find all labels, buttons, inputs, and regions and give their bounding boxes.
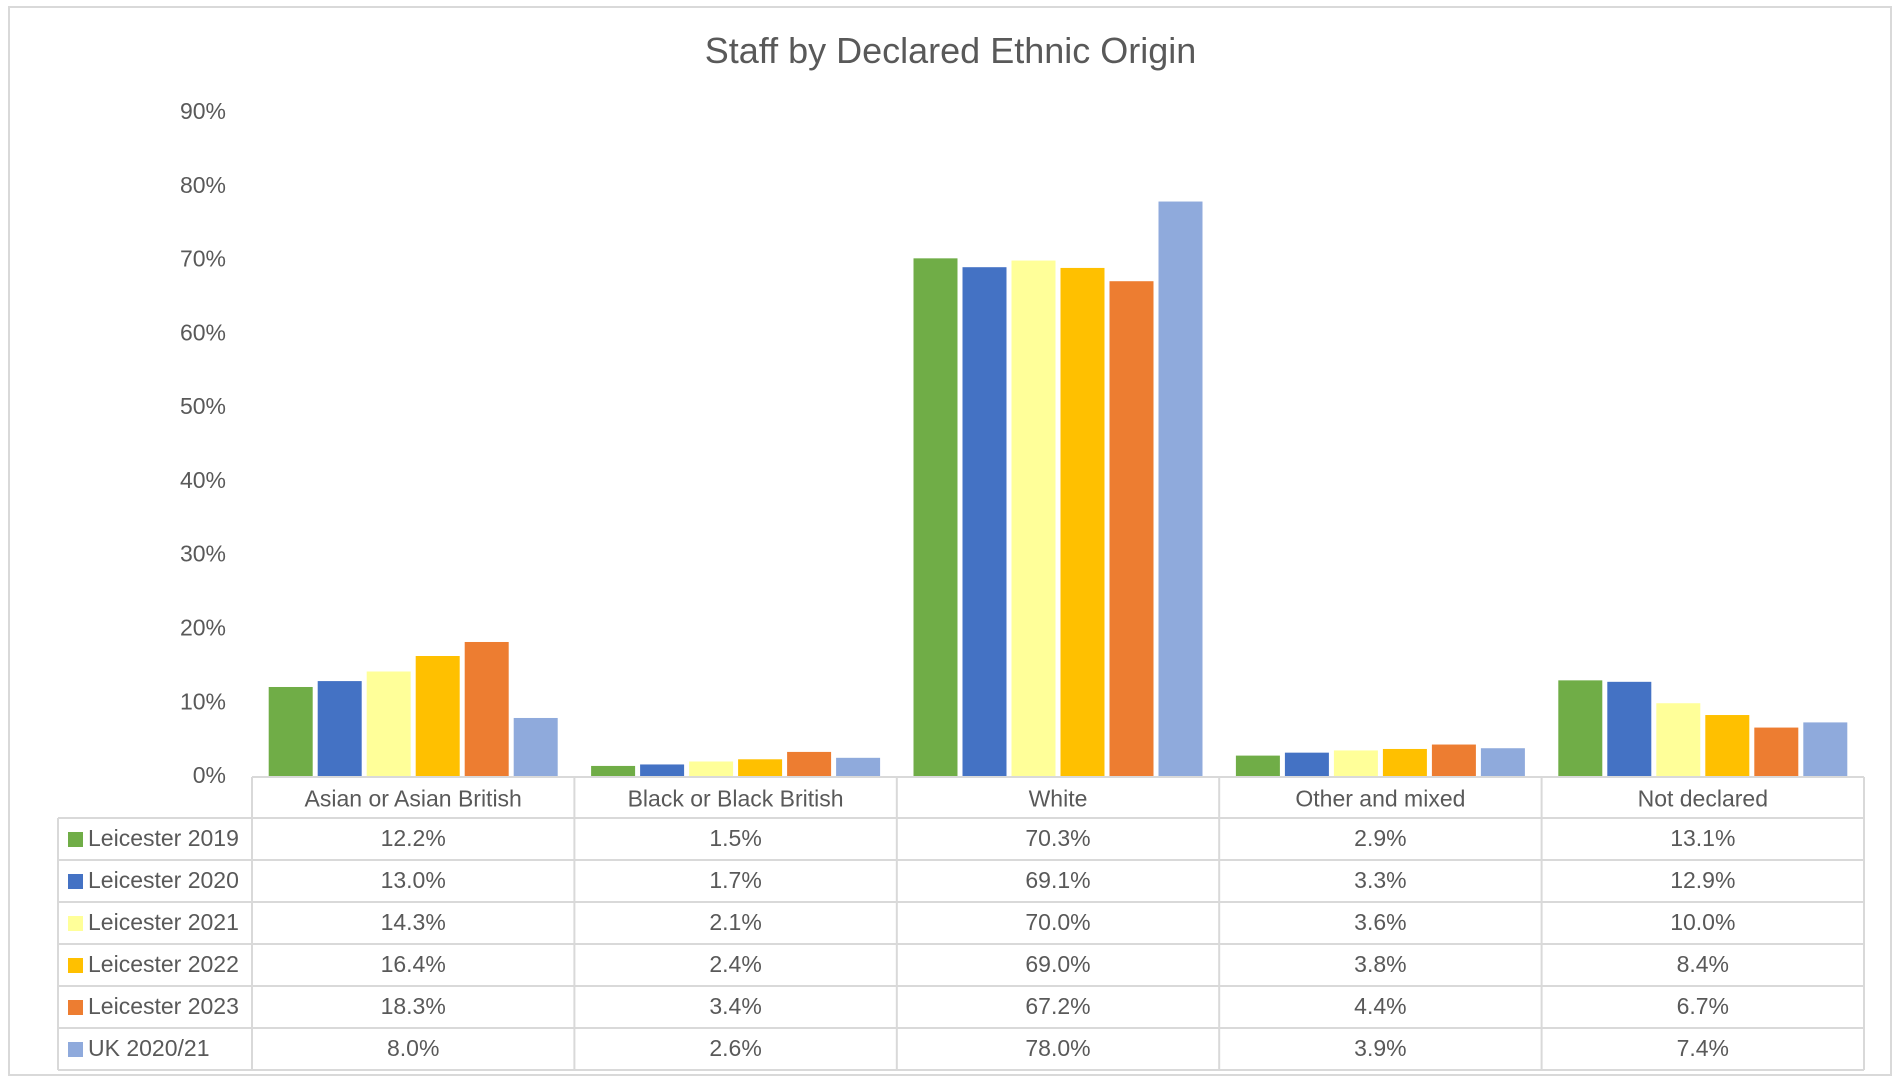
bar [268,686,313,777]
legend-key [68,874,83,889]
bar [1382,748,1427,777]
bar [1284,752,1329,777]
category-label: Black or Black British [628,786,844,812]
bar [366,671,411,777]
y-tick-label: 80% [180,172,226,198]
bar [1011,260,1056,777]
bar [1705,715,1750,777]
legend-label: UK 2020/21 [88,1035,209,1061]
y-tick-label: 50% [180,393,226,419]
bar [1333,750,1378,777]
bar [513,717,558,777]
bar [913,258,958,777]
data-table-value: 78.0% [1025,1035,1090,1061]
legend-key [68,1000,83,1015]
y-tick-label: 0% [193,762,226,788]
data-table-value: 18.3% [381,993,446,1019]
data-table-value: 1.5% [709,825,761,851]
y-tick-label: 40% [180,467,226,493]
legend-label: Leicester 2019 [88,825,239,851]
data-table-value: 2.4% [709,951,761,977]
data-table-value: 3.9% [1354,1035,1406,1061]
bar [1431,744,1476,777]
bar [962,267,1007,777]
data-table-value: 8.4% [1677,951,1729,977]
legend-key [68,958,83,973]
category-label: Not declared [1638,786,1768,812]
data-table-value: 3.4% [709,993,761,1019]
category-label: Other and mixed [1295,786,1465,812]
bar [1158,201,1203,778]
legend-key [68,916,83,931]
y-tick-label: 30% [180,541,226,567]
data-table-value: 6.7% [1677,993,1729,1019]
data-table-value: 10.0% [1670,909,1735,935]
bar [1656,703,1701,777]
chart-title: Staff by Declared Ethnic Origin [704,30,1197,71]
bar [415,656,460,777]
data-table-value: 12.9% [1670,867,1735,893]
data-table-value: 3.6% [1354,909,1406,935]
data-table-value: 8.0% [387,1035,439,1061]
y-tick-label: 60% [180,319,226,345]
bar [1558,680,1603,777]
bar [836,757,881,777]
data-table-value: 1.7% [709,867,761,893]
y-tick-label: 70% [180,246,226,272]
legend-label: Leicester 2020 [88,867,239,893]
bar [640,764,685,777]
legend-key [68,1042,83,1057]
bar [1803,722,1848,777]
data-table-value: 69.0% [1025,951,1090,977]
bar [317,681,362,777]
bar [1607,681,1652,777]
bar [591,765,636,777]
data-table-value: 69.1% [1025,867,1090,893]
y-tick-label: 10% [180,688,226,714]
legend-label: Leicester 2022 [88,951,239,977]
data-table-value: 7.4% [1677,1035,1729,1061]
y-tick-label: 20% [180,615,226,641]
bar [1754,727,1799,777]
data-table-value: 4.4% [1354,993,1406,1019]
legend-label: Leicester 2021 [88,909,239,935]
data-table-value: 2.1% [709,909,761,935]
bar [1480,748,1525,777]
bar [464,641,509,777]
category-label: White [1029,786,1088,812]
bar [1109,281,1154,777]
data-table-value: 70.3% [1025,825,1090,851]
category-label: Asian or Asian British [305,786,522,812]
bar [1060,267,1105,777]
data-table-value: 12.2% [381,825,446,851]
bar [1235,755,1280,777]
data-table-value: 70.0% [1025,909,1090,935]
data-table-value: 16.4% [381,951,446,977]
data-table-value: 2.9% [1354,825,1406,851]
data-table-value: 13.1% [1670,825,1735,851]
data-table-value: 14.3% [381,909,446,935]
bar [787,751,832,777]
bar [689,761,734,777]
data-table-value: 3.3% [1354,867,1406,893]
bar [738,759,783,777]
data-table-value: 13.0% [381,867,446,893]
y-tick-label: 90% [180,98,226,124]
data-table-value: 67.2% [1025,993,1090,1019]
legend-label: Leicester 2023 [88,993,239,1019]
legend-key [68,832,83,847]
data-table-value: 3.8% [1354,951,1406,977]
data-table-value: 2.6% [709,1035,761,1061]
